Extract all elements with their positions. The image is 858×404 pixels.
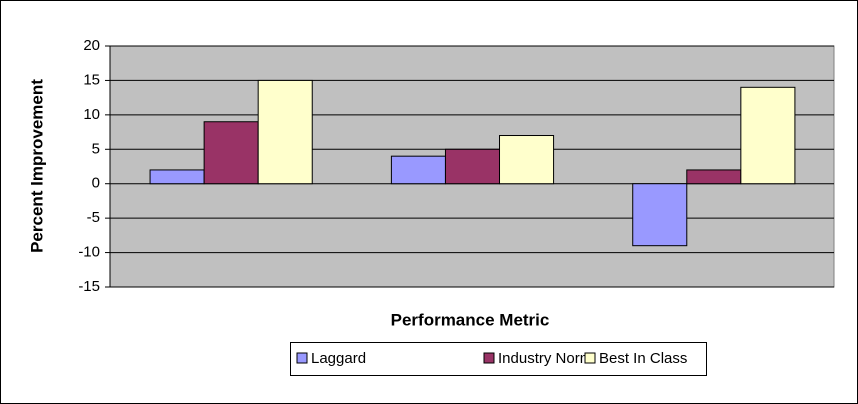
- bar: [444, 148, 501, 185]
- legend-swatch: [584, 352, 596, 364]
- legend-swatch: [483, 352, 495, 364]
- legend-label: Best In Class: [599, 350, 687, 367]
- legend-swatch: [296, 352, 308, 364]
- y-tick-label: -15: [78, 278, 100, 295]
- bar: [203, 121, 259, 185]
- y-axis-title: Percent Improvement: [27, 79, 46, 253]
- y-tick-label: 20: [83, 37, 100, 54]
- bar: [632, 183, 688, 247]
- legend-label: Laggard: [311, 350, 366, 367]
- legend-box: [290, 342, 707, 376]
- y-tick-label: 0: [92, 175, 100, 192]
- y-tick-label: 10: [83, 106, 100, 123]
- bar: [390, 155, 446, 185]
- bar: [740, 86, 796, 185]
- y-tick-label: -10: [78, 244, 100, 261]
- bar: [257, 79, 313, 185]
- y-tick-label: 15: [83, 71, 100, 88]
- y-tick-label: -5: [87, 209, 100, 226]
- bar: [499, 135, 555, 185]
- y-tick-label: 5: [92, 140, 100, 157]
- bar: [686, 169, 742, 185]
- legend-label: Industry Norm: [498, 350, 592, 367]
- x-axis-title: Performance Metric: [391, 310, 550, 329]
- bar: [149, 169, 205, 185]
